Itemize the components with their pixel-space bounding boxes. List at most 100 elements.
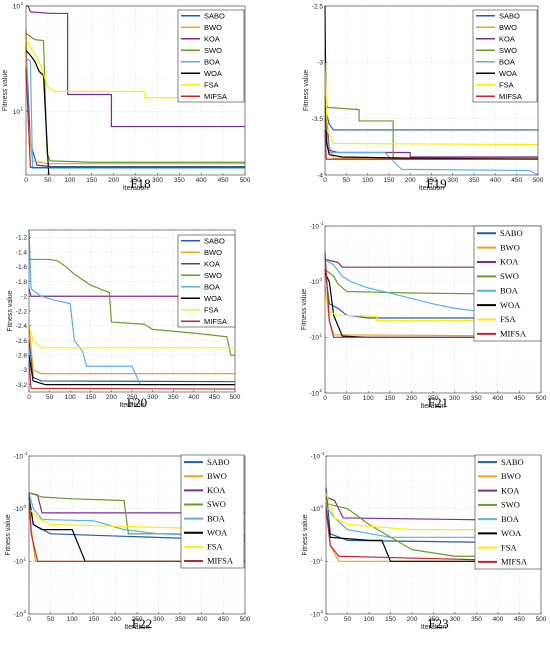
x-tick-label: 300 bbox=[147, 394, 158, 401]
y-tick-label: -3 bbox=[317, 60, 323, 67]
y-tick-label: -10 bbox=[14, 559, 24, 566]
legend-label-woa: WOA bbox=[500, 300, 521, 310]
y-tick-label: -4 bbox=[317, 172, 323, 179]
axes-box bbox=[324, 5, 539, 176]
legend-label-bwo: BWO bbox=[500, 242, 520, 252]
legend-label-koa: KOA bbox=[204, 259, 220, 268]
x-tick-label: 0 bbox=[24, 177, 28, 184]
y-axis-title: Fitness value bbox=[5, 514, 12, 555]
x-tick-label: 450 bbox=[514, 395, 525, 402]
series-group bbox=[324, 5, 539, 176]
y-tick-label: -10 bbox=[311, 559, 321, 566]
legend-label-bwo: BWO bbox=[499, 23, 517, 32]
x-tick-label: 0 bbox=[324, 616, 328, 623]
legend-box bbox=[473, 225, 542, 342]
x-tick-label: 350 bbox=[471, 616, 482, 623]
y-tick-exponent: 0 bbox=[321, 504, 324, 509]
y-axis-title: Fitness value bbox=[303, 70, 310, 111]
x-tick-label: 400 bbox=[196, 616, 207, 623]
series-line-woa bbox=[28, 355, 235, 386]
x-axis-title: Iteration bbox=[124, 624, 149, 631]
y-tick-exponent: 2 bbox=[320, 388, 323, 393]
y-tick-label: -10 bbox=[310, 335, 320, 342]
legend-label-boa: BOA bbox=[499, 57, 515, 66]
series-line-mifsa bbox=[28, 362, 236, 390]
legend-label-sabo: SABO bbox=[499, 11, 520, 20]
legend-label-boa: BOA bbox=[204, 282, 220, 291]
series-line-sabo bbox=[324, 269, 541, 319]
legend: SABO BWO KOA SWO BOA WOA FSA MIFSA bbox=[473, 225, 542, 342]
x-tick-label: 250 bbox=[132, 616, 143, 623]
series-line-mifsa bbox=[25, 67, 245, 169]
panel-f20: 0 50 100 150 200 250 300 350 400 450 500 -1.2 -1.4 -1… bbox=[7, 229, 241, 410]
panel-label: F20 bbox=[127, 395, 147, 410]
x-tick-label: 250 bbox=[130, 177, 141, 184]
x-tick-label: 50 bbox=[46, 394, 54, 401]
panel-label: F18 bbox=[130, 176, 150, 191]
series-line-boa bbox=[325, 505, 541, 538]
series-line-fsa bbox=[325, 492, 541, 531]
legend-label-woa: WOA bbox=[204, 69, 222, 78]
y-tick-label: -10 bbox=[14, 453, 24, 460]
y-tick-label: -3 bbox=[21, 367, 27, 374]
legend-label-fsa: FSA bbox=[204, 80, 219, 89]
x-tick-label: 450 bbox=[514, 616, 525, 623]
legend-label-woa: WOA bbox=[204, 294, 222, 303]
legend-label-mifsa: MIFSA bbox=[207, 556, 234, 566]
y-tick-label: 10 bbox=[13, 109, 21, 116]
legend-label-swo: SWO bbox=[501, 500, 520, 510]
y-axis-title: Fitness value bbox=[7, 290, 14, 331]
legend-label-bwo: BWO bbox=[204, 23, 222, 32]
series-line-swo bbox=[29, 258, 235, 356]
x-tick-label: 150 bbox=[85, 394, 96, 401]
series-line-fsa bbox=[28, 325, 235, 349]
x-tick-label: 150 bbox=[86, 177, 97, 184]
x-tick-label: 250 bbox=[426, 177, 437, 184]
series-group bbox=[28, 492, 246, 562]
x-tick-label: 250 bbox=[428, 395, 439, 402]
y-tick-label: 10 bbox=[13, 3, 21, 10]
x-tick-label: 400 bbox=[492, 395, 503, 402]
x-tick-label: 250 bbox=[127, 394, 138, 401]
y-tick-label: -10 bbox=[310, 279, 320, 286]
legend: SABO BWO KOA SWO BOA WOA FSA MIFSA bbox=[177, 234, 236, 328]
x-tick-label: 150 bbox=[88, 616, 99, 623]
panel-f22: 0 50 100 150 200 250 300 350 400 450 500-10 -1-10 0-… bbox=[5, 451, 251, 631]
legend: SABO BWO KOA SWO BOA WOA FSA MIFSA bbox=[180, 454, 245, 569]
series-line-fsa bbox=[28, 508, 246, 531]
y-tick-label: -10 bbox=[14, 611, 24, 618]
legend-label-woa: WOA bbox=[207, 527, 228, 537]
legend-label-sabo: SABO bbox=[204, 236, 225, 245]
y-tick-label: -2.6 bbox=[16, 338, 28, 345]
legend-label-mifsa: MIFSA bbox=[204, 317, 227, 326]
x-tick-label: 500 bbox=[533, 177, 544, 184]
y-tick-label: -10 bbox=[311, 611, 321, 618]
x-tick-label: 400 bbox=[196, 177, 207, 184]
legend-label-swo: SWO bbox=[204, 271, 222, 280]
series-line-koa bbox=[26, 5, 245, 128]
x-tick-label: 50 bbox=[44, 177, 52, 184]
legend-label-sabo: SABO bbox=[501, 457, 524, 467]
y-tick-label: -10 bbox=[311, 453, 321, 460]
x-tick-label: 0 bbox=[323, 395, 327, 402]
x-tick-label: 400 bbox=[188, 394, 199, 401]
series-line-sabo bbox=[25, 45, 245, 168]
x-tick-label: 200 bbox=[406, 395, 417, 402]
y-tick-label: -2.4 bbox=[16, 323, 28, 330]
x-tick-label: 300 bbox=[449, 395, 460, 402]
y-tick-label: -2.5 bbox=[312, 3, 324, 10]
legend-label-mifsa: MIFSA bbox=[499, 92, 522, 101]
x-tick-label: 450 bbox=[209, 394, 220, 401]
x-tick-label: 50 bbox=[343, 395, 351, 402]
y-tick-label: -1.4 bbox=[16, 249, 28, 256]
y-tick-label: -1.2 bbox=[16, 235, 28, 242]
x-tick-label: 350 bbox=[471, 395, 482, 402]
x-tick-label: 0 bbox=[27, 394, 31, 401]
series-line-koa bbox=[324, 258, 541, 268]
series-line-mifsa bbox=[28, 492, 245, 562]
x-axis-title: Iteration bbox=[419, 185, 444, 192]
x-tick-label: 150 bbox=[384, 395, 395, 402]
x-axis-title: Iteration bbox=[421, 624, 446, 631]
